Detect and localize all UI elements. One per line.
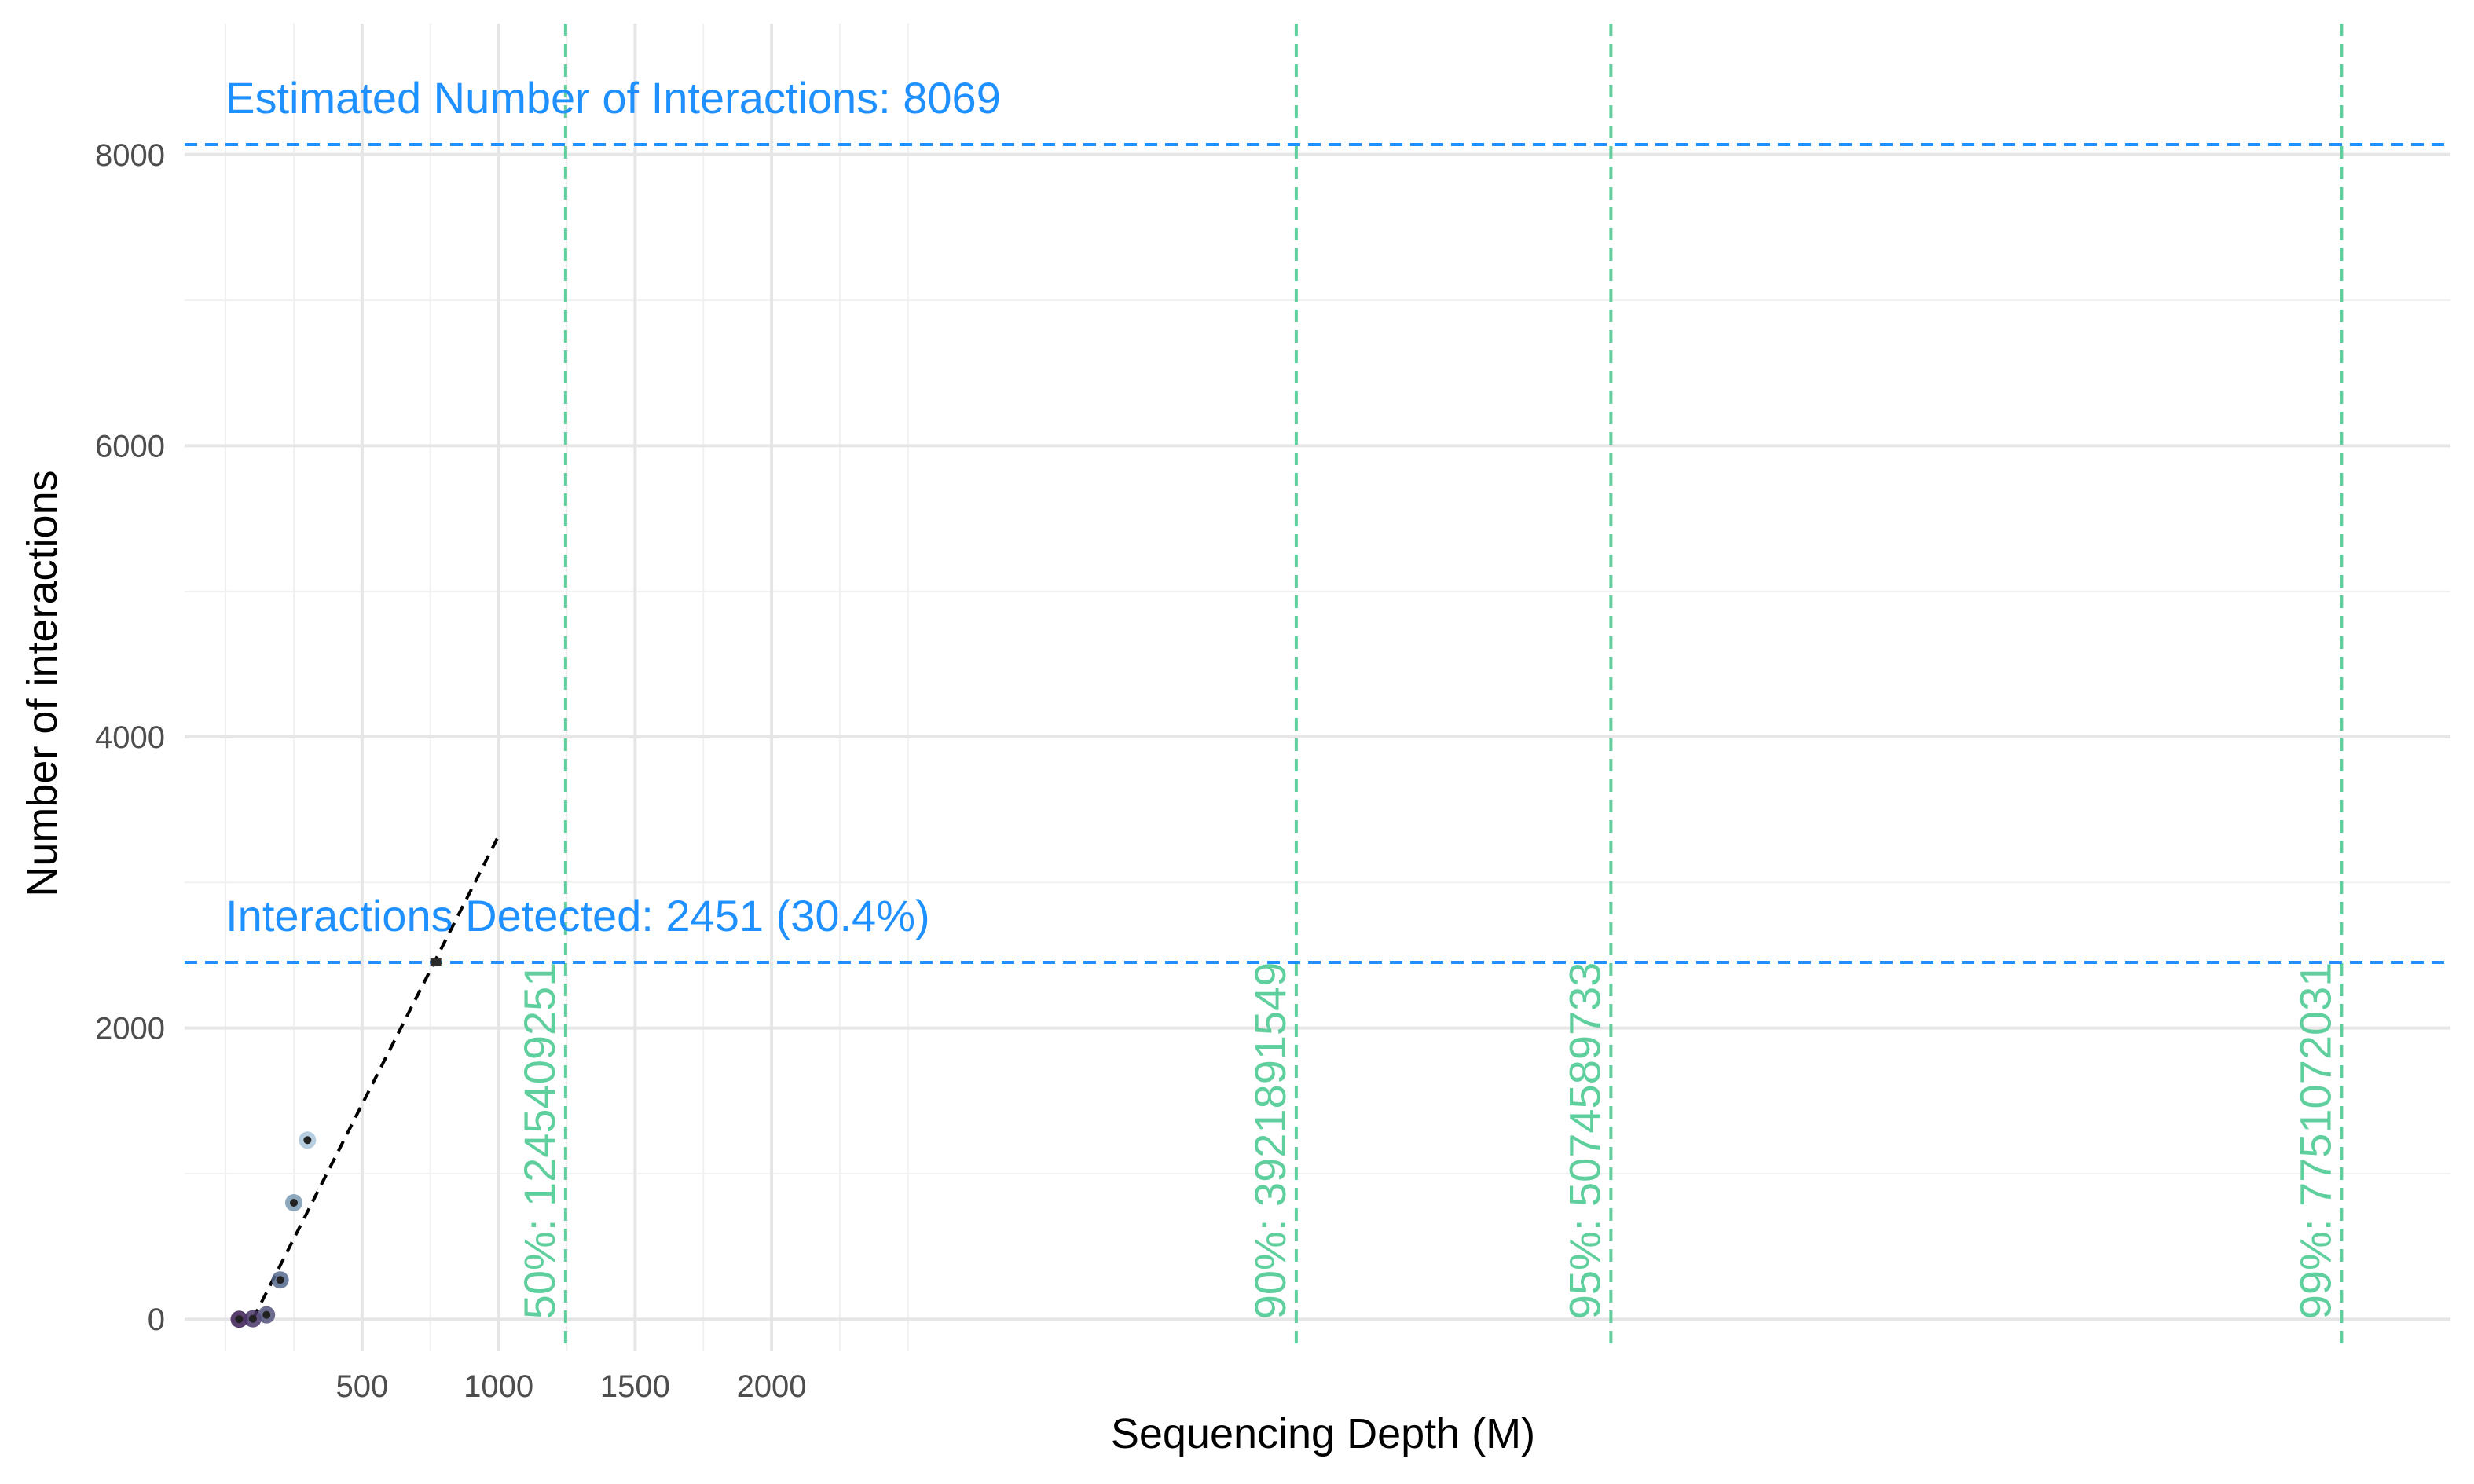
x-tick-label: 500 bbox=[335, 1369, 388, 1404]
x-axis-title: Sequencing Depth (M) bbox=[1111, 1410, 1535, 1457]
y-tick-label: 4000 bbox=[95, 720, 165, 755]
y-axis-ticks: 0 2000 4000 6000 8000 bbox=[95, 138, 165, 1337]
y-tick-label: 2000 bbox=[95, 1012, 165, 1046]
horizontal-line-label: Interactions Detected: 2451 (30.4%) bbox=[225, 891, 930, 940]
data-point-center bbox=[235, 1315, 244, 1324]
vertical-line-label: 90%: 3921891549 bbox=[1245, 962, 1295, 1320]
minor-gridlines bbox=[185, 24, 2450, 1351]
data-points bbox=[230, 958, 442, 1328]
y-axis-title: Number of interactions bbox=[19, 470, 66, 896]
data-point-center bbox=[262, 1310, 271, 1319]
x-tick-label: 1000 bbox=[464, 1369, 533, 1404]
vertical-line-label: 99%: 7751072031 bbox=[2290, 962, 2340, 1320]
current-depth-point bbox=[430, 958, 442, 967]
x-tick-label: 2000 bbox=[737, 1369, 807, 1404]
reference-lines bbox=[185, 24, 2450, 1351]
x-tick-label: 1500 bbox=[600, 1369, 670, 1404]
data-point-center bbox=[303, 1136, 312, 1145]
data-point-center bbox=[248, 1314, 257, 1323]
fit-line bbox=[251, 835, 500, 1321]
data-point-center bbox=[289, 1198, 298, 1207]
vertical-line-label: 50%: 1245409251 bbox=[515, 962, 564, 1320]
data-point-center bbox=[276, 1276, 284, 1284]
horizontal-line-label: Estimated Number of Interactions: 8069 bbox=[225, 73, 1001, 123]
vertical-line-label: 95%: 5074589733 bbox=[1560, 962, 1609, 1320]
x-axis-ticks: 500 1000 1500 2000 bbox=[335, 1369, 806, 1404]
y-tick-label: 6000 bbox=[95, 429, 165, 464]
fit-line-group bbox=[251, 835, 500, 1321]
reference-labels: Estimated Number of Interactions: 8069 In… bbox=[225, 73, 2340, 1319]
major-gridlines bbox=[185, 24, 2450, 1351]
y-tick-label: 0 bbox=[148, 1303, 165, 1337]
y-tick-label: 8000 bbox=[95, 138, 165, 173]
